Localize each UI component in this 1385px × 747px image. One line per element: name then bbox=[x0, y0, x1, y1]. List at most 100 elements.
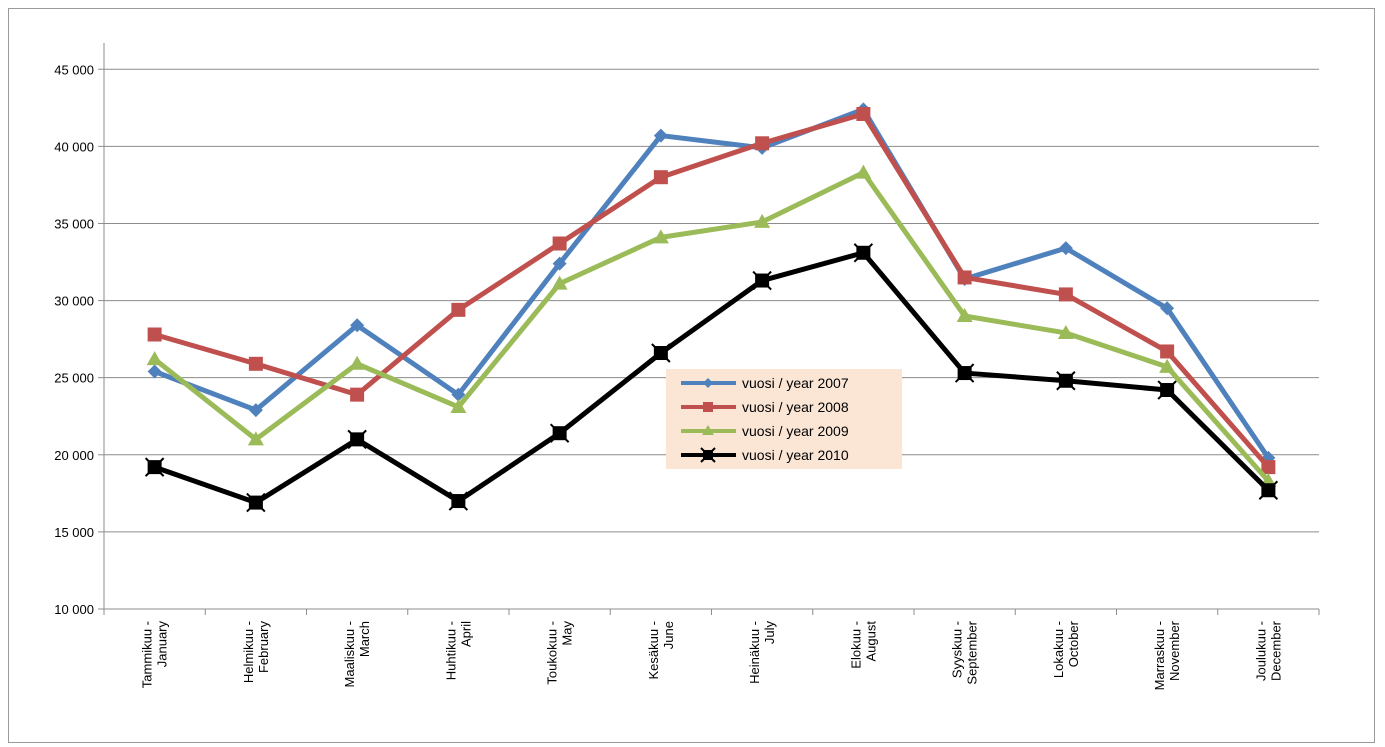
x-tick-label: Huhtikuu -April bbox=[443, 621, 473, 680]
x-tick-label: Joulukuu -December bbox=[1253, 620, 1283, 681]
x-tick-label-line: October bbox=[1066, 620, 1081, 667]
data-point-x-stroke bbox=[246, 492, 266, 513]
legend-label: vuosi / year 2009 bbox=[742, 423, 849, 439]
data-point-x-stroke bbox=[651, 343, 671, 363]
data-point-triangle bbox=[450, 398, 467, 413]
data-point-diamond bbox=[248, 403, 263, 418]
data-point-triangle bbox=[855, 164, 872, 179]
data-point-square-x bbox=[448, 491, 469, 511]
y-tick-label: 20 000 bbox=[54, 448, 94, 463]
legend: vuosi / year 2007 vuosi / year 2008 vuosi … bbox=[666, 369, 902, 469]
data-point-square bbox=[653, 170, 668, 185]
data-point-triangle bbox=[349, 355, 366, 370]
x-tick-label-line: Toukokuu - bbox=[545, 621, 560, 685]
data-point-square bbox=[856, 106, 871, 121]
data-point-triangle bbox=[146, 351, 163, 366]
data-point-x-stroke bbox=[1056, 371, 1076, 391]
data-point-diamond bbox=[350, 318, 365, 333]
x-tick-label-line: Helmikuu - bbox=[241, 621, 256, 683]
y-tick-label: 35 000 bbox=[54, 216, 94, 231]
data-point-square-x bbox=[144, 457, 165, 477]
data-point-triangle bbox=[956, 308, 973, 322]
data-point-triangle bbox=[247, 431, 264, 446]
data-point-triangle bbox=[551, 275, 568, 290]
data-point-x-stroke bbox=[1258, 480, 1279, 500]
data-point-x-stroke bbox=[752, 270, 772, 291]
x-tick-label: Heinäkuu -July bbox=[747, 621, 777, 684]
data-point-x-stroke bbox=[549, 423, 570, 443]
chart-frame: 10 000 15 000 20 000 25 000 30 000 35 000 40 0… bbox=[8, 8, 1375, 743]
x-tick-label-line: Tammikuu - bbox=[140, 621, 155, 688]
data-point-triangle bbox=[1159, 358, 1176, 373]
x-tick-label-line: April bbox=[458, 621, 473, 647]
data-point-x-stroke bbox=[448, 491, 469, 511]
data-point-square-x bbox=[347, 429, 367, 450]
x-tick-label-line: August bbox=[863, 621, 878, 662]
y-tick-label: 10 000 bbox=[54, 602, 94, 617]
series-line bbox=[153, 111, 1271, 469]
data-point-square-x bbox=[853, 243, 874, 263]
x-tick-label: Toukokuu -May bbox=[545, 621, 575, 685]
data-point-triangle bbox=[1057, 324, 1074, 339]
data-point-square-x bbox=[1258, 480, 1279, 500]
data-point-diamond bbox=[147, 364, 162, 379]
data-point-square-x bbox=[246, 492, 266, 513]
legend-label: vuosi / year 2007 bbox=[742, 375, 849, 391]
series-line bbox=[153, 170, 1271, 483]
data-point-x-stroke bbox=[347, 429, 367, 450]
legend-item: vuosi / year 2007 bbox=[681, 375, 849, 391]
x-tick-label-line: November bbox=[1167, 620, 1182, 681]
y-tick-label: 45 000 bbox=[54, 62, 94, 77]
y-tick-label: 25 000 bbox=[54, 371, 94, 386]
data-point-square bbox=[957, 270, 972, 285]
x-tick-label-line: Kesäkuu - bbox=[646, 621, 661, 680]
data-point-square-x bbox=[1056, 371, 1076, 391]
legend-label: vuosi / year 2010 bbox=[742, 447, 849, 463]
data-point-square-x bbox=[651, 343, 671, 363]
x-tick-label: Syyskuu -September bbox=[950, 620, 980, 684]
data-point-square bbox=[1160, 344, 1175, 359]
x-tick-label-line: January bbox=[155, 621, 170, 668]
data-point-triangle bbox=[754, 213, 771, 228]
legend-item: vuosi / year 2008 bbox=[681, 399, 849, 415]
x-tick-label-line: December bbox=[1268, 620, 1283, 681]
y-tick-label: 40 000 bbox=[54, 139, 94, 154]
x-tick-label-line: Lokakuu - bbox=[1051, 621, 1066, 678]
x-tick-label-line: Heinäkuu - bbox=[747, 621, 762, 684]
x-tick-label-line: Joulukuu - bbox=[1253, 621, 1268, 681]
data-point-triangle bbox=[652, 229, 669, 244]
x-tick-label-line: May bbox=[560, 621, 575, 646]
data-point-diamond bbox=[703, 378, 713, 388]
data-point-square-x bbox=[954, 363, 975, 383]
data-point-diamond bbox=[552, 256, 567, 271]
x-tick-label: Elokuu -August bbox=[848, 621, 878, 669]
x-tick-label-line: March bbox=[357, 621, 372, 657]
data-point-x-stroke bbox=[853, 243, 874, 263]
x-tick-label: Kesäkuu -June bbox=[646, 621, 676, 680]
data-point-diamond bbox=[451, 387, 466, 402]
data-point-square-x bbox=[1157, 380, 1177, 400]
legend-label: vuosi / year 2008 bbox=[742, 399, 849, 415]
y-tick-label: 30 000 bbox=[54, 294, 94, 309]
x-tick-label-line: Elokuu - bbox=[848, 621, 863, 669]
x-tick-label-line: Marraskuu - bbox=[1152, 621, 1167, 690]
x-tick-label: Maaliskuu -March bbox=[342, 621, 372, 687]
x-axis-ticks: Tammikuu -January Helmikuu -February Maali… bbox=[103, 609, 1320, 690]
legend-item: vuosi / year 2010 bbox=[681, 447, 849, 463]
x-tick-label-line: Huhtikuu - bbox=[443, 621, 458, 680]
data-point-square bbox=[755, 136, 770, 151]
series-line bbox=[153, 106, 1271, 460]
data-point-diamond bbox=[1058, 241, 1073, 256]
x-tick-label: Helmikuu -February bbox=[241, 621, 271, 684]
series-group bbox=[144, 102, 1279, 513]
data-point-square bbox=[1261, 460, 1276, 475]
data-point-square bbox=[451, 302, 466, 317]
data-point-x-stroke bbox=[954, 363, 975, 383]
x-tick-label-line: Syyskuu - bbox=[950, 621, 965, 678]
series-line bbox=[153, 250, 1271, 506]
data-point-square-x bbox=[700, 447, 716, 463]
x-tick-label-line: June bbox=[661, 621, 676, 649]
y-tick-label: 15 000 bbox=[54, 525, 94, 540]
series-4 bbox=[144, 243, 1279, 513]
x-tick-label: Lokakuu -October bbox=[1051, 620, 1081, 678]
